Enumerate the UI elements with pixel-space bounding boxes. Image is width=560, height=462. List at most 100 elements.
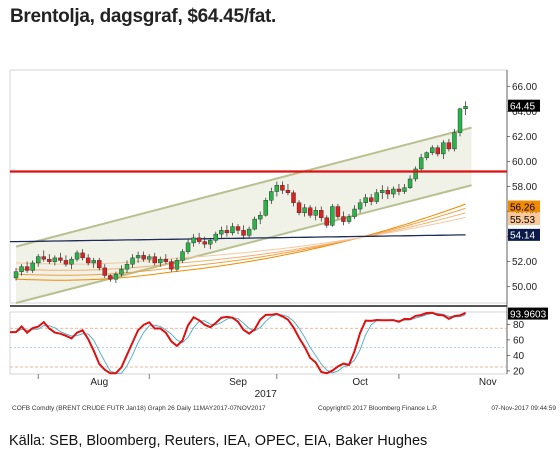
candle-body: [341, 216, 346, 222]
candle-body: [246, 228, 252, 236]
candle-body: [369, 197, 374, 202]
candle-body: [330, 206, 335, 226]
year-label: 2017: [255, 389, 278, 400]
month-label: Oct: [352, 377, 368, 388]
price-tick-label: 66.00: [512, 82, 537, 93]
value-badge: [508, 99, 540, 112]
osc-tick-label: 80: [513, 320, 525, 331]
candle-body: [402, 187, 407, 192]
candle-body: [169, 261, 174, 270]
channel-upper-line: [15, 126, 472, 248]
candle-body: [352, 208, 357, 217]
candle-body: [63, 260, 69, 265]
osc-tick-label: 40: [513, 351, 525, 362]
candle-body: [196, 237, 202, 242]
candle-body: [41, 256, 46, 260]
price-axis: 66.0064.0062.0060.0058.0056.0054.0052.00…: [507, 82, 537, 293]
candle-body: [413, 168, 418, 180]
price-tick-label: 64.00: [512, 107, 537, 118]
candle-body: [274, 185, 280, 192]
candle-body: [452, 132, 457, 150]
chart-title: Brentolja, dagsgraf, $64.45/fat.: [10, 6, 276, 27]
candle-body: [235, 226, 241, 231]
candle-body: [313, 210, 318, 216]
candle-body: [357, 202, 363, 210]
candle-body: [141, 255, 146, 260]
footer-ticker: COFB Comdty (BRENT CRUDE FUTR Jan18) Gra…: [12, 405, 266, 412]
candle-body: [119, 268, 124, 275]
candle-body: [463, 106, 468, 110]
candle-body: [108, 275, 113, 280]
candle-body: [285, 190, 291, 193]
candle-body: [135, 255, 141, 259]
price-tick-label: 60.00: [512, 157, 537, 168]
candle-body: [163, 258, 169, 262]
candle-body: [324, 217, 329, 226]
candle-body: [374, 192, 379, 202]
candle-body: [263, 200, 268, 216]
candle-body: [97, 260, 102, 269]
candle-body: [208, 240, 213, 245]
candle-body: [418, 157, 424, 170]
month-label: Aug: [90, 377, 108, 388]
candle-body: [69, 258, 74, 265]
time-axis: Aug Sep Oct Nov 2017: [37, 374, 497, 400]
price-tick-label: 50.00: [512, 282, 537, 293]
channel-lower-line: [15, 184, 472, 304]
candlesticks: [13, 101, 468, 283]
candle-body: [152, 256, 157, 264]
candle-body: [241, 230, 246, 236]
candle-body: [391, 188, 396, 195]
candle-body: [363, 197, 368, 203]
price-tick-label: 56.00: [512, 207, 537, 218]
candle-body: [224, 230, 230, 234]
price-tick-label: 52.00: [512, 257, 537, 268]
candle-body: [435, 147, 440, 155]
candle-body: [174, 260, 180, 270]
candle-body: [307, 207, 313, 216]
candle-body: [335, 206, 341, 217]
candle-body: [291, 192, 296, 203]
candle-body: [19, 266, 24, 272]
candle-body: [296, 202, 302, 214]
value-badge: [508, 228, 540, 241]
oscillator-panel: 80 60 40 20 93.9603: [9, 307, 548, 377]
candle-body: [191, 237, 196, 244]
candle-body: [269, 191, 274, 201]
candle-body: [219, 230, 224, 235]
candle-body: [80, 252, 85, 259]
value-badge: [508, 200, 540, 213]
candle-body: [202, 241, 207, 245]
candle-body: [385, 190, 391, 195]
candle-body: [213, 233, 219, 241]
candle-body: [185, 242, 191, 252]
osc-tick-label: 60: [513, 335, 525, 346]
candle-body: [113, 273, 119, 280]
candle-body: [319, 210, 324, 219]
moving-average-3: [15, 212, 466, 271]
moving-average-1: [15, 203, 466, 281]
candle-body: [36, 256, 41, 264]
candle-body: [441, 142, 446, 155]
candle-body: [424, 152, 429, 158]
footer-timestamp: 07-Nov-2017 09:44:59: [491, 405, 556, 412]
osc-value-badge: [508, 307, 548, 320]
candle-body: [13, 271, 19, 279]
candle-body: [180, 251, 185, 261]
moving-averages: [10, 203, 466, 281]
candle-body: [102, 267, 108, 276]
candle-body: [302, 207, 307, 214]
candle-body: [47, 258, 52, 262]
footer-copyright: Copyright© 2017 Bloomberg Finance L.P.: [318, 404, 438, 412]
source-note: Källa: SEB, Bloomberg, Reuters, IEA, OPE…: [9, 433, 428, 449]
candle-body: [52, 257, 58, 262]
candle-body: [91, 260, 96, 264]
candle-body: [407, 178, 413, 188]
moving-average-long: [10, 234, 466, 243]
candle-body: [124, 263, 130, 270]
month-label: Nov: [479, 377, 497, 388]
candle-body: [457, 108, 463, 133]
osc-value-label: 93.9603: [510, 309, 547, 320]
osc-fast-line: [9, 311, 467, 375]
